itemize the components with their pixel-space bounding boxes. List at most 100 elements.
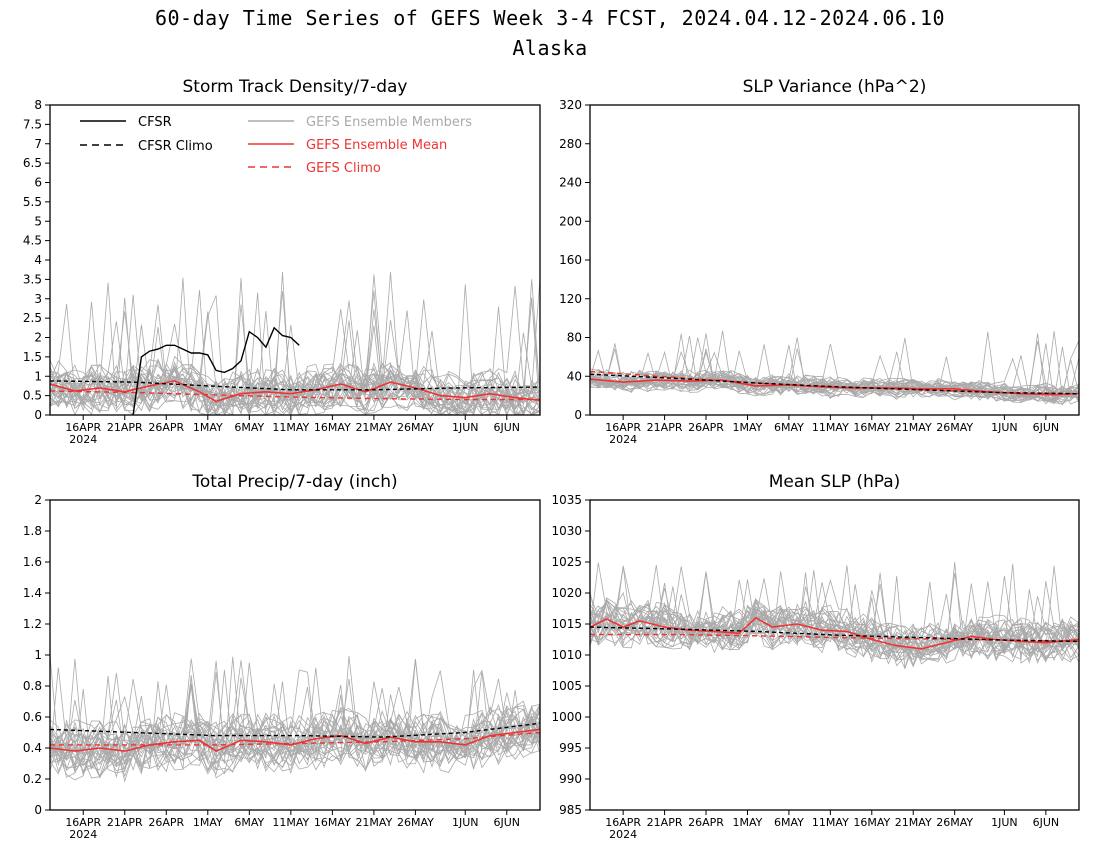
y-tick-label: 6	[34, 176, 42, 190]
x-year-label: 2024	[609, 828, 637, 841]
y-tick-label: 1035	[551, 493, 582, 507]
y-tick-label: 7	[34, 137, 42, 151]
y-tick-label: 1.5	[23, 350, 42, 364]
x-tick-label: 6MAY	[234, 421, 264, 434]
y-tick-label: 1000	[551, 710, 582, 724]
y-tick-label: 0	[574, 408, 582, 422]
x-tick-label: 21MAY	[355, 816, 392, 829]
y-tick-label: 280	[559, 137, 582, 151]
ensemble-member-line	[590, 578, 1079, 654]
x-tick-label: 26MAY	[936, 816, 973, 829]
panel-4: Mean SLP (hPa) 985 990 995 1000 1005 1010 1015 1…	[551, 472, 1080, 841]
y-tick-label: 1015	[551, 617, 582, 631]
legend-label: GEFS Climo	[306, 161, 381, 176]
y-tick-label: 1025	[551, 555, 582, 569]
figure-subtitle: Alaska	[512, 36, 588, 60]
x-tick-label: 1JUN	[452, 421, 479, 434]
x-tick-label: 26APR	[148, 421, 184, 434]
x-tick-label: 11MAY	[812, 421, 849, 434]
legend-label: CFSR Climo	[138, 139, 213, 154]
y-tick-label: 990	[559, 772, 582, 786]
series-gefs-climo	[50, 390, 540, 401]
y-tick-label: 200	[559, 214, 582, 228]
y-tick-label: 0.5	[23, 389, 42, 403]
legend: CFSR CFSR Climo GEFS Ensemble Members GEFS …	[80, 115, 472, 176]
plot-area	[590, 562, 1079, 670]
x-tick-label: 6MAY	[774, 421, 804, 434]
plot-frame	[49, 499, 541, 811]
x-tick-label: 6JUN	[1033, 421, 1060, 434]
y-tick-label: 1020	[551, 586, 582, 600]
y-tick-label: 0.8	[23, 679, 42, 693]
y-tick-label: 2	[34, 493, 42, 507]
panel-2: SLP Variance (hPa^2) 0 40 80 120 160 200 240 280…	[559, 77, 1080, 446]
series-cfsr-climo	[50, 722, 540, 738]
x-tick-label: 11MAY	[272, 816, 309, 829]
ensemble-member-line	[50, 717, 540, 771]
series-cfsr-climo	[50, 380, 540, 391]
y-tick-label: 0.2	[23, 772, 42, 786]
ensemble-member-line	[590, 344, 1079, 400]
panel-title: SLP Variance (hPa^2)	[743, 77, 927, 97]
plot-frame	[589, 499, 1080, 811]
y-tick-label: 995	[559, 741, 582, 755]
figure-title: 60-day Time Series of GEFS Week 3-4 FCST…	[154, 6, 946, 30]
ensemble-member-line	[50, 300, 540, 407]
y-tick-label: 4	[34, 253, 42, 267]
y-tick-label: 0.6	[23, 710, 42, 724]
ensemble-member-line	[50, 274, 540, 408]
series-gefs-ensemble-mean	[50, 380, 540, 403]
ensemble-member-line	[590, 565, 1079, 657]
x-tick-label: 1JUN	[452, 816, 479, 829]
x-tick-label: 26MAY	[397, 421, 434, 434]
plot-area	[590, 330, 1079, 406]
panel-title: Storm Track Density/7-day	[183, 77, 408, 97]
series-gefs-climo	[50, 731, 540, 746]
y-tick-label: 0	[34, 408, 42, 422]
y-tick-label: 7.5	[23, 117, 42, 131]
y-tick-label: 1030	[551, 524, 582, 538]
ensemble-member-line	[50, 301, 540, 415]
x-tick-label: 21APR	[107, 816, 143, 829]
ensemble-member-line	[590, 348, 1079, 405]
x-tick-label: 21MAY	[895, 421, 932, 434]
legend-label: CFSR	[138, 115, 172, 130]
y-tick-label: 4.5	[23, 234, 42, 248]
y-tick-label: 40	[567, 369, 582, 383]
x-tick-label: 16APR	[605, 421, 641, 434]
y-tick-label: 120	[559, 292, 582, 306]
ensemble-member-line	[50, 277, 540, 415]
x-tick-label: 21APR	[647, 816, 683, 829]
x-tick-label: 11MAY	[812, 816, 849, 829]
series-gefs-ensemble-mean	[590, 616, 1079, 650]
x-tick-label: 1JUN	[991, 816, 1018, 829]
plot-area	[50, 272, 540, 415]
x-tick-label: 16MAY	[853, 421, 890, 434]
ensemble-member-line	[50, 671, 540, 773]
plot-area	[50, 655, 540, 783]
x-tick-label: 16APR	[605, 816, 641, 829]
x-tick-label: 26MAY	[936, 421, 973, 434]
ensemble-member-line	[590, 356, 1079, 404]
panel-title: Total Precip/7-day (inch)	[191, 472, 397, 492]
x-tick-label: 6MAY	[234, 816, 264, 829]
y-tick-label: 1005	[551, 679, 582, 693]
legend-label: GEFS Ensemble Mean	[306, 138, 447, 153]
x-tick-label: 1MAY	[193, 421, 223, 434]
y-tick-label: 1.4	[23, 586, 42, 600]
y-tick-label: 1.6	[23, 555, 42, 569]
x-tick-label: 6JUN	[1033, 816, 1060, 829]
y-tick-label: 5	[34, 214, 42, 228]
y-tick-label: 80	[567, 331, 582, 345]
x-tick-label: 26APR	[688, 816, 724, 829]
y-tick-label: 1	[34, 369, 42, 383]
x-tick-label: 6JUN	[494, 421, 521, 434]
panel-1: Storm Track Density/7-day 0 0.5 1 1.5 2 2.5 3 3.…	[23, 77, 541, 446]
x-year-label: 2024	[609, 433, 637, 446]
x-tick-label: 21APR	[107, 421, 143, 434]
x-tick-label: 16MAY	[314, 421, 351, 434]
x-tick-label: 16APR	[65, 421, 101, 434]
plot-frame	[589, 104, 1080, 416]
